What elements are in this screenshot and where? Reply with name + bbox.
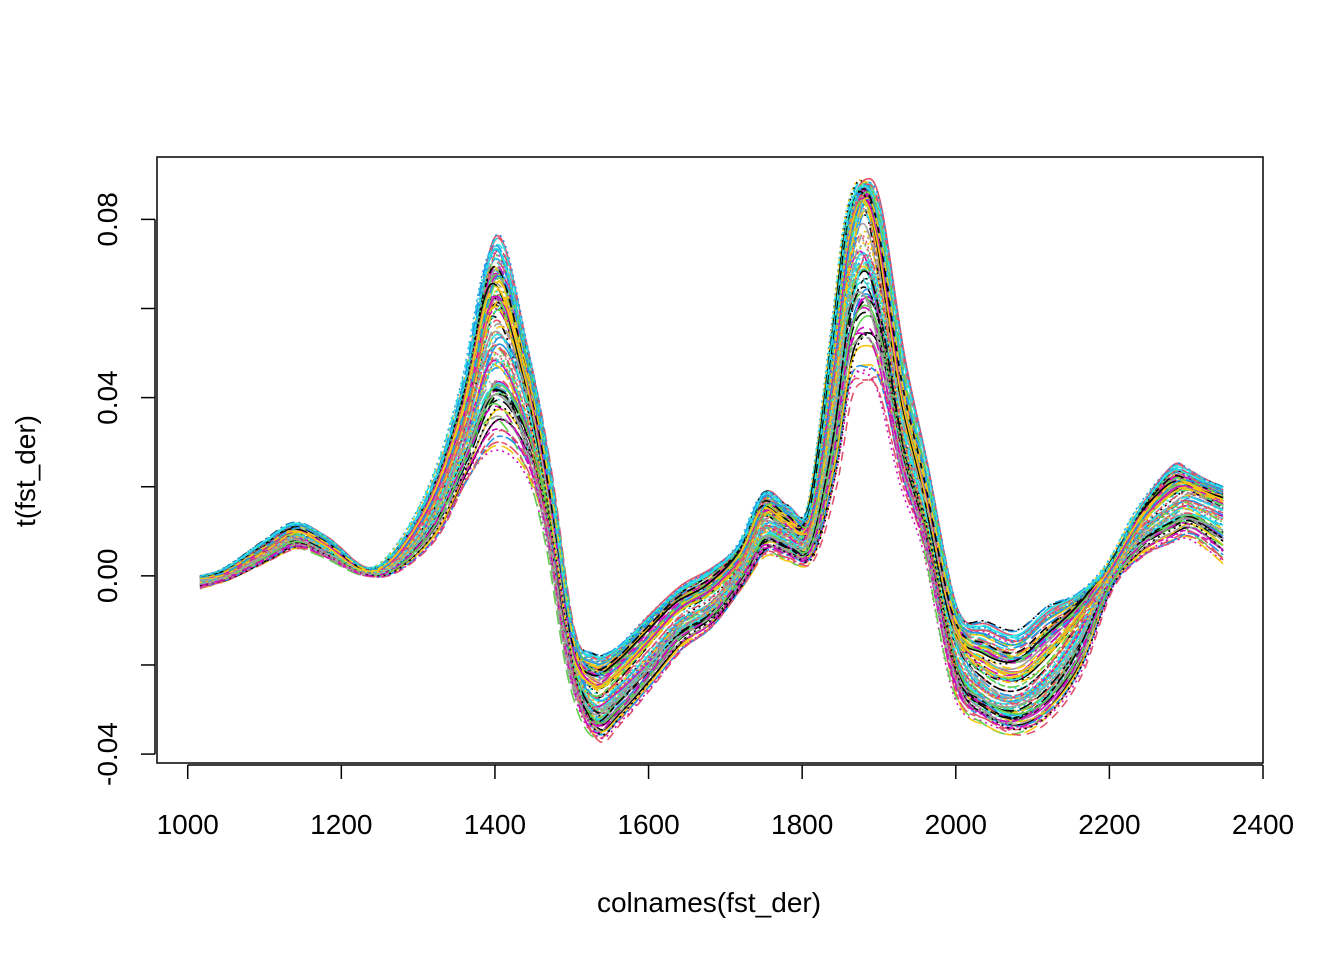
series-line: [199, 187, 1224, 656]
series-line: [199, 286, 1224, 723]
x-tick-label: 1400: [464, 809, 526, 840]
x-axis: 1000 1200 1400 1600 1800 2000 2200 2400: [157, 764, 1294, 840]
series-line: [199, 367, 1224, 740]
series-line: [199, 241, 1224, 708]
x-tick-label: 2200: [1078, 809, 1140, 840]
series-line: [199, 277, 1224, 724]
series-line: [199, 291, 1224, 716]
series-line: [199, 189, 1224, 685]
series-line: [199, 251, 1224, 708]
x-tick-label: 2400: [1232, 809, 1294, 840]
x-tick-label: 2000: [925, 809, 987, 840]
series-line: [199, 184, 1224, 661]
series-line: [199, 200, 1224, 676]
series-line: [199, 253, 1224, 711]
series-line: [199, 188, 1224, 669]
series-lines: [199, 177, 1224, 744]
series-line: [199, 364, 1224, 736]
series-line: [199, 181, 1224, 663]
series-line: [199, 201, 1224, 702]
series-line: [199, 222, 1224, 707]
x-axis-title: colnames(fst_der): [597, 887, 821, 918]
series-line: [199, 331, 1224, 736]
series-line: [199, 335, 1224, 738]
y-tick-label: 0.00: [92, 549, 123, 604]
series-line: [199, 200, 1224, 698]
x-tick-label: 1200: [310, 809, 372, 840]
series-line: [199, 179, 1224, 666]
x-tick-label: 1000: [157, 809, 219, 840]
series-line: [199, 201, 1224, 690]
series-line: [199, 336, 1224, 732]
y-tick-label: -0.04: [92, 722, 123, 786]
series-line: [199, 230, 1224, 711]
y-axis: -0.04 0.00 0.04 0.08: [92, 192, 156, 786]
x-tick-label: 1800: [771, 809, 833, 840]
series-line: [199, 268, 1224, 718]
plot-box: [156, 156, 1264, 764]
series-line: [199, 180, 1224, 669]
series-line: [199, 197, 1224, 688]
series-line: [199, 195, 1224, 667]
y-tick-label: 0.04: [92, 370, 123, 425]
x-tick-label: 1600: [617, 809, 679, 840]
series-line: [199, 250, 1224, 708]
series-line: [199, 344, 1224, 733]
series-line: [199, 194, 1224, 700]
series-line: [199, 326, 1224, 734]
y-axis-title: t(fst_der): [10, 415, 41, 527]
y-tick-label: 0.08: [92, 192, 123, 247]
series-line: [199, 209, 1224, 694]
series-line: [199, 236, 1224, 711]
series-line: [199, 230, 1224, 704]
